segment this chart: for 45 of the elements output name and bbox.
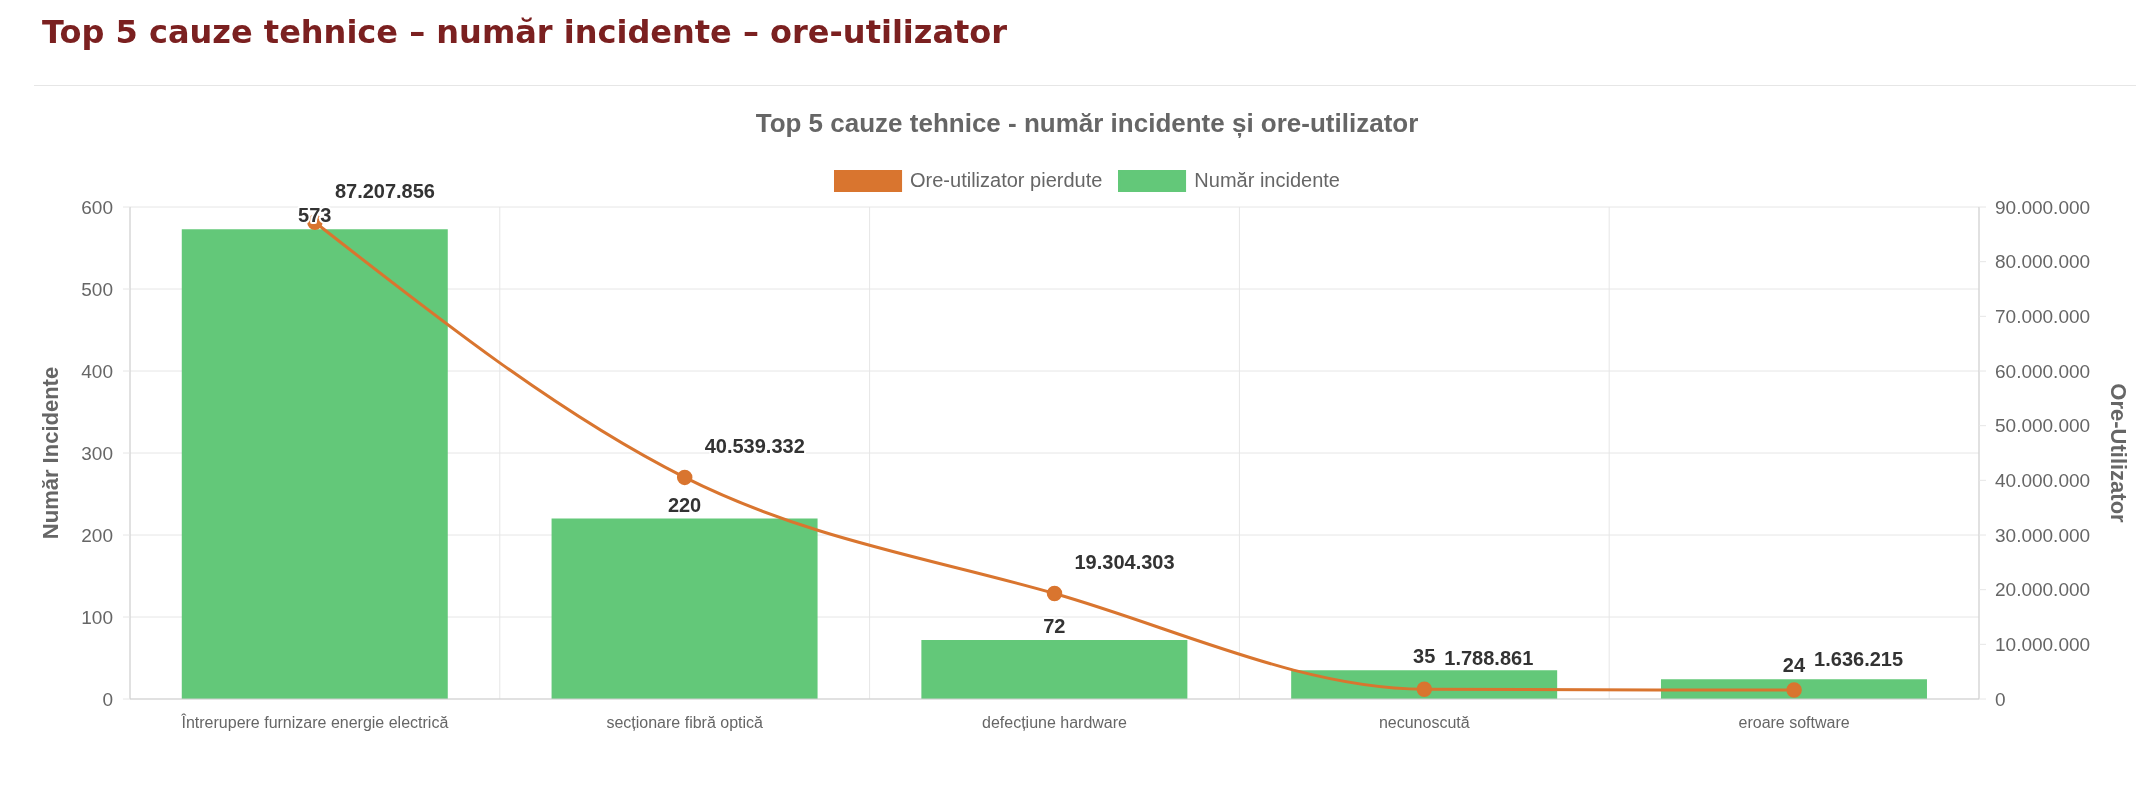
y2-tick-label: 90.000.000 — [1995, 196, 2091, 218]
x-tick-label: necunoscută — [1378, 714, 1470, 732]
x-tick-label: eroare software — [1738, 714, 1850, 732]
y-tick-label: 500 — [81, 278, 113, 300]
y-tick-label: 300 — [81, 442, 113, 464]
point — [676, 469, 693, 486]
bar — [921, 639, 1188, 699]
y2-tick-label: 40.000.000 — [1995, 470, 2091, 492]
y-tick-label: 600 — [81, 196, 113, 218]
y-tick-label: 0 — [102, 688, 113, 710]
y-axis-title: Număr Incidente — [37, 366, 63, 540]
y2-tick-label: 70.000.000 — [1995, 306, 2091, 328]
bar — [551, 518, 818, 699]
data-label: 35 — [1413, 645, 1436, 668]
data-label: 87.207.856 — [334, 180, 436, 203]
data-label: 573 — [298, 204, 332, 227]
x-tick-label: Întrerupere furnizare energie electrică — [180, 713, 449, 732]
point — [1416, 681, 1433, 697]
x-tick-label: defecțiune hardware — [982, 714, 1128, 732]
data-label: 72 — [1043, 614, 1066, 637]
data-label: 40.539.332 — [704, 435, 805, 458]
point — [1046, 585, 1063, 602]
y-tick-label: 100 — [81, 606, 113, 628]
x-tick-label: secționare fibră optică — [606, 714, 764, 732]
y2-tick-label: 60.000.000 — [1995, 360, 2091, 382]
y2-tick-label: 20.000.000 — [1995, 579, 2091, 601]
bar — [181, 229, 448, 699]
data-label: 220 — [667, 493, 702, 516]
data-label: 1.636.215 — [1814, 648, 1904, 671]
y2-tick-label: 80.000.000 — [1995, 251, 2091, 273]
data-label: 1.788.861 — [1444, 647, 1534, 670]
y-tick-label: 200 — [81, 524, 113, 546]
point — [1786, 682, 1802, 698]
data-label: 19.304.303 — [1074, 551, 1175, 574]
y2-tick-label: 10.000.000 — [1995, 634, 2091, 656]
y2-tick-label: 30.000.000 — [1995, 524, 2091, 546]
chart-subtitle: Top 5 cauze tehnice - număr incidente și ore-utilizator — [755, 108, 1419, 139]
data-label: 24 — [1782, 654, 1806, 677]
y2-tick-label: 50.000.000 — [1995, 415, 2091, 437]
legend-label: Ore-utilizator pierdute — [910, 169, 1103, 192]
legend-label: Număr incidente — [1194, 169, 1340, 192]
chart-title: Top 5 cauze tehnice – număr incidente – ore-utilizator — [42, 13, 1008, 51]
y2-tick-label: 0 — [1995, 688, 2006, 710]
y2-axis-title: Ore-Utilizator — [2106, 383, 2132, 524]
y-tick-label: 400 — [81, 360, 113, 382]
